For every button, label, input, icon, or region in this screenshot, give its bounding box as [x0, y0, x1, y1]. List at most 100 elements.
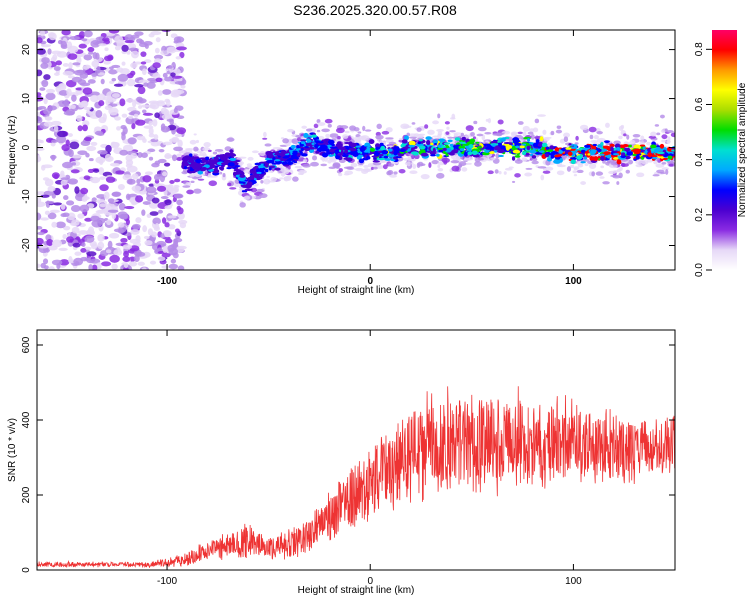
- spectrogram-noise-blob: [137, 86, 146, 95]
- spectrogram-noise-blob: [126, 50, 131, 55]
- spectrogram-halo-blob: [461, 167, 468, 172]
- spectrogram-halo-blob: [624, 142, 631, 145]
- spectrogram-noise-blob: [78, 31, 86, 39]
- spectrogram-halo-blob: [260, 179, 264, 184]
- spectrogram-halo-blob: [563, 136, 569, 143]
- spectrogram-noise-blob: [66, 200, 75, 206]
- spectrogram-ridge-blob: [545, 149, 554, 152]
- spectrogram-halo-blob: [484, 132, 492, 135]
- spectrogram-noise-blob: [150, 141, 160, 147]
- spectrogram-noise-blob: [91, 72, 98, 77]
- spectrogram-halo-blob: [472, 136, 476, 140]
- spectrogram-halo-blob: [652, 174, 660, 177]
- spectrogram-ridge-blob: [647, 152, 653, 158]
- spectrogram-halo-blob: [436, 172, 445, 179]
- spectrogram-halo-blob: [566, 166, 572, 172]
- spectrogram-ridge-blob: [468, 144, 474, 149]
- spectrogram-noise-blob: [160, 107, 168, 115]
- spectrogram-noise-blob: [44, 178, 54, 187]
- spectrogram-halo-blob: [577, 163, 584, 168]
- spectrogram-ridge-blob: [565, 147, 572, 150]
- spectrogram-noise-blob: [78, 43, 87, 49]
- spectrogram-ridge-blob: [239, 174, 246, 178]
- spectrogram-halo-blob: [373, 166, 378, 170]
- spectrogram-ridge-blob: [485, 149, 490, 153]
- spectrogram-noise-blob: [56, 135, 67, 144]
- spectrogram-ridge-blob: [612, 153, 620, 156]
- spectrogram-halo-blob: [534, 118, 540, 124]
- spectrogram-noise-blob: [60, 177, 70, 181]
- spectrogram-noise-blob: [99, 203, 107, 208]
- spectrogram-ridge-blob: [459, 148, 465, 152]
- spectrogram-noise-blob: [124, 205, 135, 210]
- spectrogram-ridge-blob: [522, 143, 527, 146]
- spectrogram-halo-blob: [595, 171, 604, 176]
- colorbar-tick-label: 0.6: [694, 97, 705, 111]
- spectrogram-noise-blob: [177, 139, 183, 148]
- spectrogram-noise-blob: [166, 65, 173, 69]
- spectrogram-ridge-blob: [380, 145, 386, 151]
- spectrogram-halo-blob: [479, 158, 484, 161]
- spectrogram-noise-blob: [122, 244, 133, 250]
- spectrogram-halo-blob: [370, 166, 374, 171]
- spectrogram-ridge-blob: [570, 159, 576, 165]
- spectrogram-halo-blob: [316, 119, 321, 124]
- spectrogram-halo-blob: [626, 134, 630, 140]
- spectrogram-ridge-blob: [420, 149, 426, 152]
- spectrogram-halo-blob: [656, 169, 665, 174]
- spectrogram-halo-blob: [576, 169, 584, 174]
- spectrogram-ridge-blob: [633, 158, 637, 161]
- spectrogram-ridge-blob: [554, 154, 560, 158]
- spectrogram-noise-blob: [88, 226, 95, 235]
- spectrogram-halo-blob: [337, 135, 341, 140]
- spectrogram-halo-blob: [450, 160, 460, 164]
- spectrogram-ridge-blob: [576, 155, 583, 160]
- spectrogram-ridge-blob: [496, 150, 505, 153]
- spectrogram-halo-blob: [580, 181, 587, 185]
- spectrogram-ridge-blob: [256, 171, 262, 174]
- spectrogram-noise-blob: [124, 40, 135, 44]
- spectrogram-noise-blob: [148, 33, 155, 38]
- spectrogram-ridge-blob: [320, 144, 328, 150]
- spectrogram-halo-blob: [521, 157, 528, 162]
- spectrogram-noise-blob: [88, 157, 94, 162]
- spectrogram-noise-blob: [107, 209, 119, 213]
- spectrogram-y-tick-label: -20: [21, 238, 32, 253]
- spectrogram-halo-blob: [556, 125, 562, 130]
- spectrogram-noise-blob: [69, 141, 80, 150]
- spectrogram-noise-blob: [104, 47, 109, 52]
- spectrogram-noise-blob: [59, 259, 70, 266]
- spectrogram-noise-blob: [87, 79, 96, 84]
- spectrogram-noise-blob: [114, 45, 121, 51]
- spectrogram-halo-blob: [298, 169, 307, 174]
- spectrogram-halo-blob: [317, 122, 326, 126]
- spectrogram-noise-blob: [83, 136, 92, 142]
- spectrogram-halo-blob: [287, 128, 294, 133]
- spectrogram-noise-blob: [63, 195, 69, 201]
- spectrogram-ridge-blob: [274, 167, 281, 171]
- spectrogram-halo-blob: [495, 153, 500, 159]
- spectrogram-noise-blob: [71, 154, 82, 159]
- spectrogram-noise-blob: [98, 100, 105, 107]
- spectrogram-noise-blob: [50, 120, 62, 126]
- spectrogram-noise-blob: [63, 110, 75, 116]
- spectrogram-halo-blob: [382, 164, 388, 170]
- spectrogram-noise-blob: [111, 93, 120, 98]
- spectrogram-noise-blob: [170, 258, 177, 264]
- spectrogram-noise-blob: [152, 119, 158, 127]
- snr-y-tick-label: 600: [21, 336, 32, 353]
- spectrogram-noise-blob: [91, 60, 100, 68]
- spectrogram-noise-blob: [135, 195, 144, 203]
- snr-x-tick-label: -100: [157, 576, 177, 587]
- spectrogram-ridge-blob: [559, 157, 563, 163]
- spectrogram-halo-blob: [629, 139, 636, 145]
- spectrogram-halo-blob: [522, 131, 527, 137]
- spectrogram-halo-blob: [437, 168, 444, 172]
- spectrogram-ridge-blob: [535, 138, 540, 144]
- spectrogram-ridge-blob: [515, 145, 520, 149]
- spectrogram-ridge-blob: [366, 156, 371, 160]
- spectrogram-ridge-blob: [208, 158, 212, 164]
- spectrogram-noise-blob: [142, 225, 148, 233]
- spectrogram-ridge-blob: [387, 148, 393, 152]
